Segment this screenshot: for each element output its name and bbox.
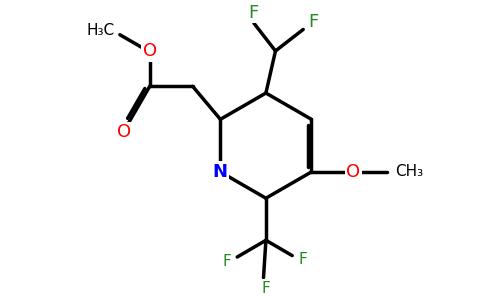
Text: O: O <box>117 123 131 141</box>
Text: F: F <box>309 13 319 31</box>
Text: O: O <box>347 163 361 181</box>
Text: CH₃: CH₃ <box>395 164 424 179</box>
Text: F: F <box>222 254 231 269</box>
Text: F: F <box>261 280 270 296</box>
Text: F: F <box>298 252 307 267</box>
Text: H₃C: H₃C <box>87 23 115 38</box>
Text: F: F <box>248 4 258 22</box>
Text: N: N <box>213 163 228 181</box>
Text: O: O <box>143 42 157 60</box>
